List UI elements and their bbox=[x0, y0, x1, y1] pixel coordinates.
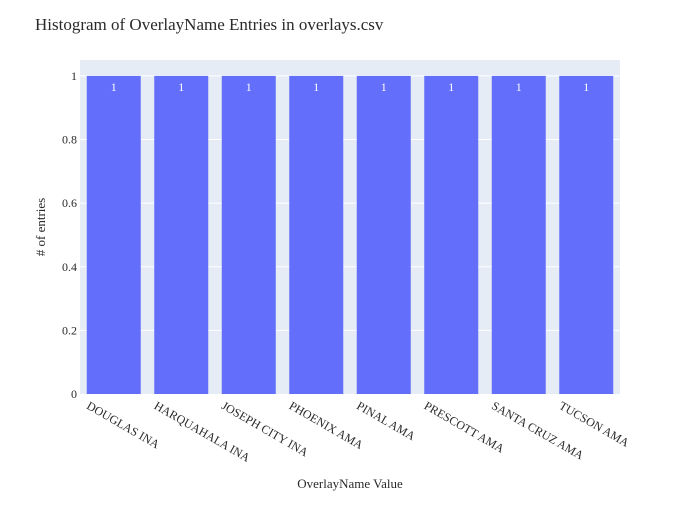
bar-value-label: 1 bbox=[111, 80, 117, 94]
bar bbox=[289, 75, 344, 395]
bar-value-label: 1 bbox=[583, 80, 589, 94]
bar-value-label: 1 bbox=[178, 80, 184, 94]
y-tick-label: 0.4 bbox=[62, 260, 77, 274]
bar bbox=[559, 75, 614, 395]
x-axis-title: OverlayName Value bbox=[297, 476, 403, 491]
bar bbox=[491, 75, 546, 395]
y-axis-ticks: 0 0.2 0.4 0.6 0.8 1 bbox=[62, 69, 77, 401]
bar bbox=[86, 75, 141, 395]
bar bbox=[424, 75, 479, 395]
bar bbox=[221, 75, 276, 395]
bar-value-label: 1 bbox=[516, 80, 522, 94]
bars bbox=[86, 75, 614, 395]
chart-title: Histogram of OverlayName Entries in over… bbox=[35, 15, 384, 34]
bar-value-label: 1 bbox=[448, 80, 454, 94]
y-tick-label: 0.8 bbox=[62, 133, 77, 147]
y-tick-label: 0.2 bbox=[62, 323, 77, 337]
x-tick-label: PINAL AMA bbox=[354, 398, 418, 443]
y-tick-label: 1 bbox=[71, 69, 77, 83]
y-tick-label: 0.6 bbox=[62, 196, 77, 210]
bar-value-label: 1 bbox=[313, 80, 319, 94]
bar bbox=[154, 75, 209, 395]
bar-data-labels: 1 1 1 1 1 1 1 1 bbox=[111, 80, 590, 94]
bar bbox=[356, 75, 411, 395]
y-tick-label: 0 bbox=[71, 387, 77, 401]
x-tick-label: DOUGLAS INA bbox=[84, 398, 162, 451]
bar-value-label: 1 bbox=[246, 80, 252, 94]
y-axis-title: # of entries bbox=[33, 198, 48, 256]
bar-value-label: 1 bbox=[381, 80, 387, 94]
